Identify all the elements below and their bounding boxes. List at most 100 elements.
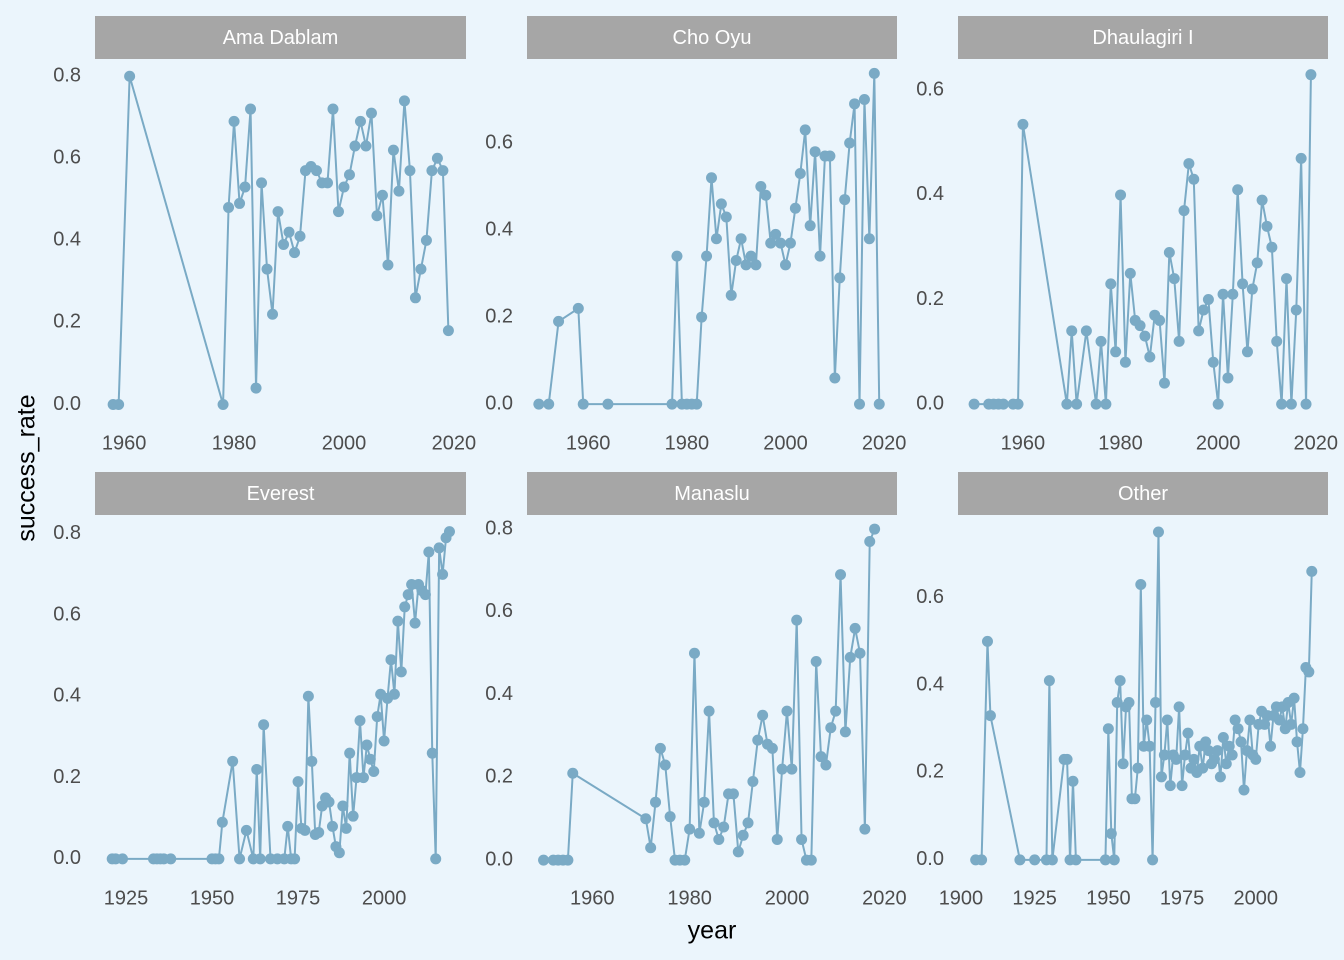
- point: [706, 172, 718, 184]
- point: [770, 228, 782, 240]
- point: [1043, 675, 1055, 687]
- point: [976, 854, 988, 866]
- point: [1168, 273, 1180, 285]
- point: [830, 705, 842, 717]
- point: [844, 137, 856, 149]
- point: [740, 259, 752, 271]
- point: [829, 372, 841, 384]
- x-tick-label: 1975: [1160, 887, 1205, 909]
- point: [1071, 398, 1083, 410]
- y-tick-label: 0.0: [53, 393, 81, 415]
- point: [820, 759, 832, 771]
- facet-title: Other: [1118, 483, 1168, 505]
- point: [419, 589, 431, 601]
- point: [239, 181, 251, 193]
- point: [1115, 189, 1127, 201]
- point: [789, 202, 801, 214]
- point: [1285, 398, 1297, 410]
- point: [849, 98, 861, 110]
- point: [113, 398, 125, 410]
- point: [165, 853, 177, 865]
- point: [1152, 526, 1164, 538]
- point: [747, 776, 759, 788]
- point: [1090, 398, 1102, 410]
- point: [864, 535, 876, 547]
- point: [404, 165, 416, 177]
- point: [254, 853, 266, 865]
- point: [775, 237, 787, 249]
- point: [1144, 740, 1156, 752]
- x-tick-label: 1975: [276, 887, 321, 909]
- point: [437, 165, 449, 177]
- point: [1141, 714, 1153, 726]
- point: [409, 617, 421, 629]
- point: [124, 70, 136, 82]
- point: [256, 177, 268, 189]
- point: [1173, 701, 1185, 713]
- point: [1099, 854, 1111, 866]
- y-tick-label: 0.0: [485, 392, 513, 414]
- point: [1276, 398, 1288, 410]
- point: [223, 202, 235, 214]
- point: [553, 315, 565, 327]
- x-tick-label: 1980: [667, 887, 712, 909]
- point: [1300, 398, 1312, 410]
- point: [1229, 714, 1241, 726]
- point: [1290, 304, 1302, 316]
- point: [415, 263, 427, 275]
- x-tick-label: 1980: [665, 432, 710, 454]
- point: [1100, 398, 1112, 410]
- point: [715, 198, 727, 210]
- point: [1281, 273, 1293, 285]
- point: [1129, 793, 1141, 805]
- point: [1211, 745, 1223, 757]
- point: [863, 233, 875, 245]
- point: [313, 826, 325, 838]
- point: [997, 398, 1009, 410]
- point: [258, 719, 270, 731]
- point: [1305, 69, 1317, 81]
- point: [402, 589, 414, 601]
- y-tick-label: 0.8: [53, 65, 81, 87]
- point: [426, 165, 438, 177]
- x-tick-label: 2000: [763, 432, 808, 454]
- point: [340, 822, 352, 834]
- point: [1114, 675, 1126, 687]
- x-tick-label: 2020: [862, 887, 907, 909]
- point: [1188, 173, 1200, 185]
- point: [859, 823, 871, 835]
- x-tick-label: 2000: [765, 887, 810, 909]
- point: [1111, 697, 1123, 709]
- x-tick-label: 2000: [362, 887, 407, 909]
- point: [572, 302, 584, 314]
- x-tick-label: 1925: [1012, 887, 1057, 909]
- x-tick-label: 1900: [939, 887, 984, 909]
- facet-title: Dhaulagiri I: [1092, 27, 1193, 49]
- point: [1235, 736, 1247, 748]
- y-tick-label: 0.2: [485, 305, 513, 327]
- point: [1155, 771, 1167, 783]
- point: [1256, 194, 1268, 206]
- point: [659, 759, 671, 771]
- point: [365, 107, 377, 119]
- point: [750, 259, 762, 271]
- point: [1182, 727, 1194, 739]
- point: [784, 237, 796, 249]
- point: [868, 67, 880, 79]
- point: [430, 853, 442, 865]
- point: [227, 755, 239, 767]
- y-tick-label: 0.6: [53, 603, 81, 625]
- point: [278, 238, 290, 250]
- point: [393, 185, 405, 197]
- point: [698, 796, 710, 808]
- point: [691, 398, 703, 410]
- point: [1214, 771, 1226, 783]
- point: [302, 690, 314, 702]
- point: [727, 788, 739, 800]
- point: [1061, 398, 1073, 410]
- point: [1012, 398, 1024, 410]
- point: [1238, 784, 1250, 796]
- point: [1188, 753, 1200, 765]
- point: [378, 735, 390, 747]
- point: [443, 526, 455, 538]
